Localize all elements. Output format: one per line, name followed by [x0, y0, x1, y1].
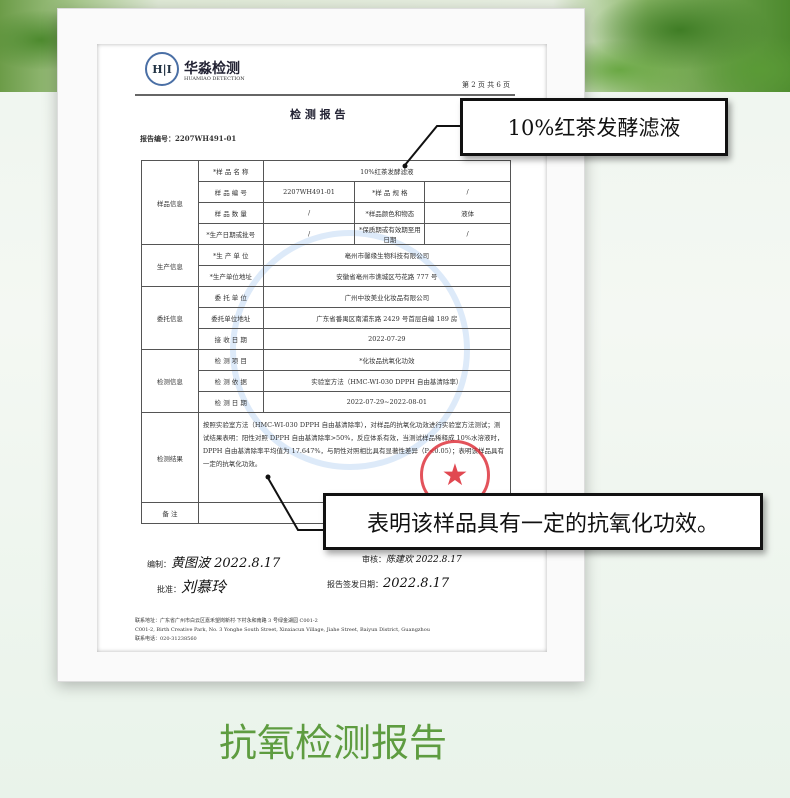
editor-signature: 黄图波 2022.8.17	[171, 556, 281, 571]
approver-label: 批准：	[157, 585, 181, 594]
group-testing: 检测信息	[141, 349, 199, 413]
brand-name: 华淼检测	[184, 61, 240, 77]
report-number: 报告编号：2207WH491-01	[140, 134, 237, 143]
brand-english: HUAMIAO DETECTION	[184, 76, 245, 82]
cell: /	[262, 223, 356, 245]
group-production: 生产信息	[141, 244, 199, 287]
brand-logo: H|I	[145, 52, 179, 86]
divider	[135, 94, 515, 96]
group-client: 委托信息	[141, 286, 199, 350]
reviewer-label: 审核：	[362, 555, 386, 564]
issue-date: 2022.8.17	[383, 576, 450, 591]
page-info: 第 2 页 共 6 页	[462, 81, 511, 89]
issue-date-label: 报告签发日期：	[327, 580, 383, 589]
footer-address-en: C001-2, Birth Creative Park, No. 3 Yongh…	[135, 627, 430, 633]
footer-address-cn: 联系地址：广东省广州市白云区嘉禾望岗新村·下村永和南路 3 号绿金湖园 C001…	[135, 618, 318, 624]
callout-conclusion: 表明该样品具有一定的抗氧化功效。	[323, 493, 763, 550]
footer-phone: 联系电话：020-31238560	[135, 636, 197, 642]
approver-signature: 刘慕玲	[181, 578, 227, 596]
callout-sample-name: 10%红茶发酵滤液	[460, 98, 728, 156]
group-result: 检测结果	[141, 412, 199, 503]
report-title: 检 测 报 告	[290, 108, 346, 121]
editor-label: 编制：	[147, 560, 171, 569]
reviewer-signature: 陈建欢 2022.8.17	[386, 555, 462, 565]
group-remarks: 备 注	[141, 502, 199, 524]
caption: 抗氧检测报告	[218, 721, 447, 765]
